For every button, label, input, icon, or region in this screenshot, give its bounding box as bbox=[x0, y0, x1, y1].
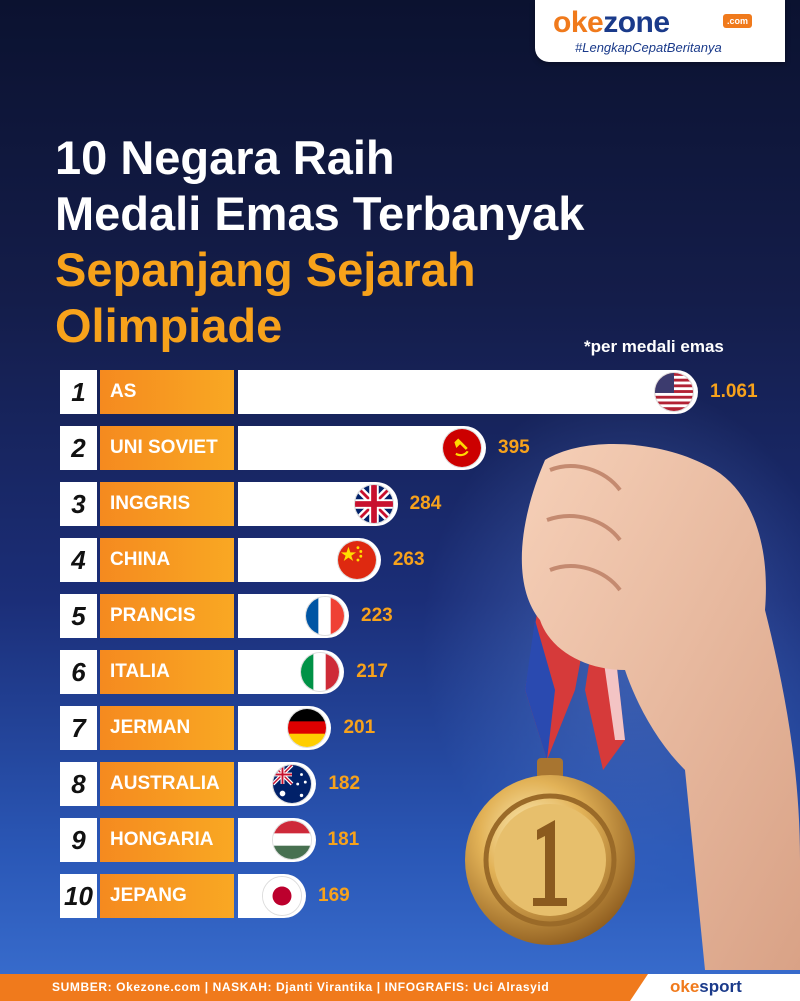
value-label: 217 bbox=[356, 661, 388, 682]
france-flag-icon bbox=[305, 596, 345, 636]
value-label: 181 bbox=[327, 829, 360, 850]
value-bar bbox=[238, 370, 698, 414]
value-label: 1.061 bbox=[710, 381, 758, 402]
value-label: 182 bbox=[328, 773, 361, 794]
australia-flag-icon bbox=[272, 764, 313, 804]
rank-label: 8 bbox=[60, 762, 97, 806]
rank-label: 4 bbox=[60, 538, 97, 582]
uk-flag-icon bbox=[353, 484, 394, 524]
japan-flag-icon bbox=[262, 876, 302, 916]
rank-label: 9 bbox=[60, 818, 97, 862]
logo-com-badge: .com bbox=[723, 14, 753, 28]
rank-label: 3 bbox=[60, 482, 97, 526]
rank-label: 5 bbox=[60, 594, 97, 638]
value-label: 395 bbox=[498, 437, 530, 458]
okesport-logo: okesport bbox=[630, 974, 800, 1001]
country-label: CHINA bbox=[100, 538, 234, 582]
country-label: HONGARIA bbox=[100, 818, 234, 862]
logo-wordmark: okezone bbox=[553, 6, 670, 39]
subtitle-line-2: Olimpiade bbox=[55, 299, 283, 352]
rank-label: 7 bbox=[60, 706, 97, 750]
logo-tagline: #LengkapCepatBeritanya bbox=[575, 40, 722, 55]
rank-label: 10 bbox=[60, 874, 97, 918]
country-label: ITALIA bbox=[100, 650, 234, 694]
footer-bar: SUMBER: Okezone.com | NASKAH: Djanti Vir… bbox=[0, 974, 800, 1001]
title-line-1: 10 Negara Raih bbox=[55, 131, 395, 184]
country-label: AS bbox=[100, 370, 234, 414]
country-label: AUSTRALIA bbox=[100, 762, 234, 806]
usa-flag-icon bbox=[654, 372, 694, 412]
italy-flag-icon bbox=[300, 652, 341, 692]
rank-label: 6 bbox=[60, 650, 97, 694]
unit-note: *per medali emas bbox=[584, 337, 724, 356]
title-line-2: Medali Emas Terbanyak bbox=[55, 187, 585, 240]
rank-label: 1 bbox=[60, 370, 97, 414]
rank-label: 2 bbox=[60, 426, 97, 470]
value-label: 263 bbox=[392, 549, 425, 570]
value-label: 284 bbox=[409, 493, 442, 514]
country-label: UNI SOVIET bbox=[100, 426, 234, 470]
gold-medal-illustration bbox=[465, 443, 800, 970]
hungary-flag-icon bbox=[271, 820, 312, 860]
country-label: PRANCIS bbox=[100, 594, 234, 638]
china-flag-icon bbox=[336, 540, 377, 580]
okesport-wordmark: okesport bbox=[670, 977, 742, 996]
country-label: JERMAN bbox=[100, 706, 234, 750]
country-label: JEPANG bbox=[100, 874, 234, 918]
country-label: INGGRIS bbox=[100, 482, 234, 526]
value-label: 201 bbox=[343, 717, 376, 738]
value-label: 223 bbox=[361, 605, 393, 626]
germany-flag-icon bbox=[287, 708, 328, 748]
ussr-flag-icon bbox=[442, 428, 482, 468]
subtitle-line-1: Sepanjang Sejarah bbox=[55, 243, 476, 296]
footer-credits: SUMBER: Okezone.com | NASKAH: Djanti Vir… bbox=[52, 980, 550, 994]
value-label: 169 bbox=[318, 885, 350, 906]
okezone-logo: okezone .com #LengkapCepatBeritanya bbox=[535, 0, 785, 62]
